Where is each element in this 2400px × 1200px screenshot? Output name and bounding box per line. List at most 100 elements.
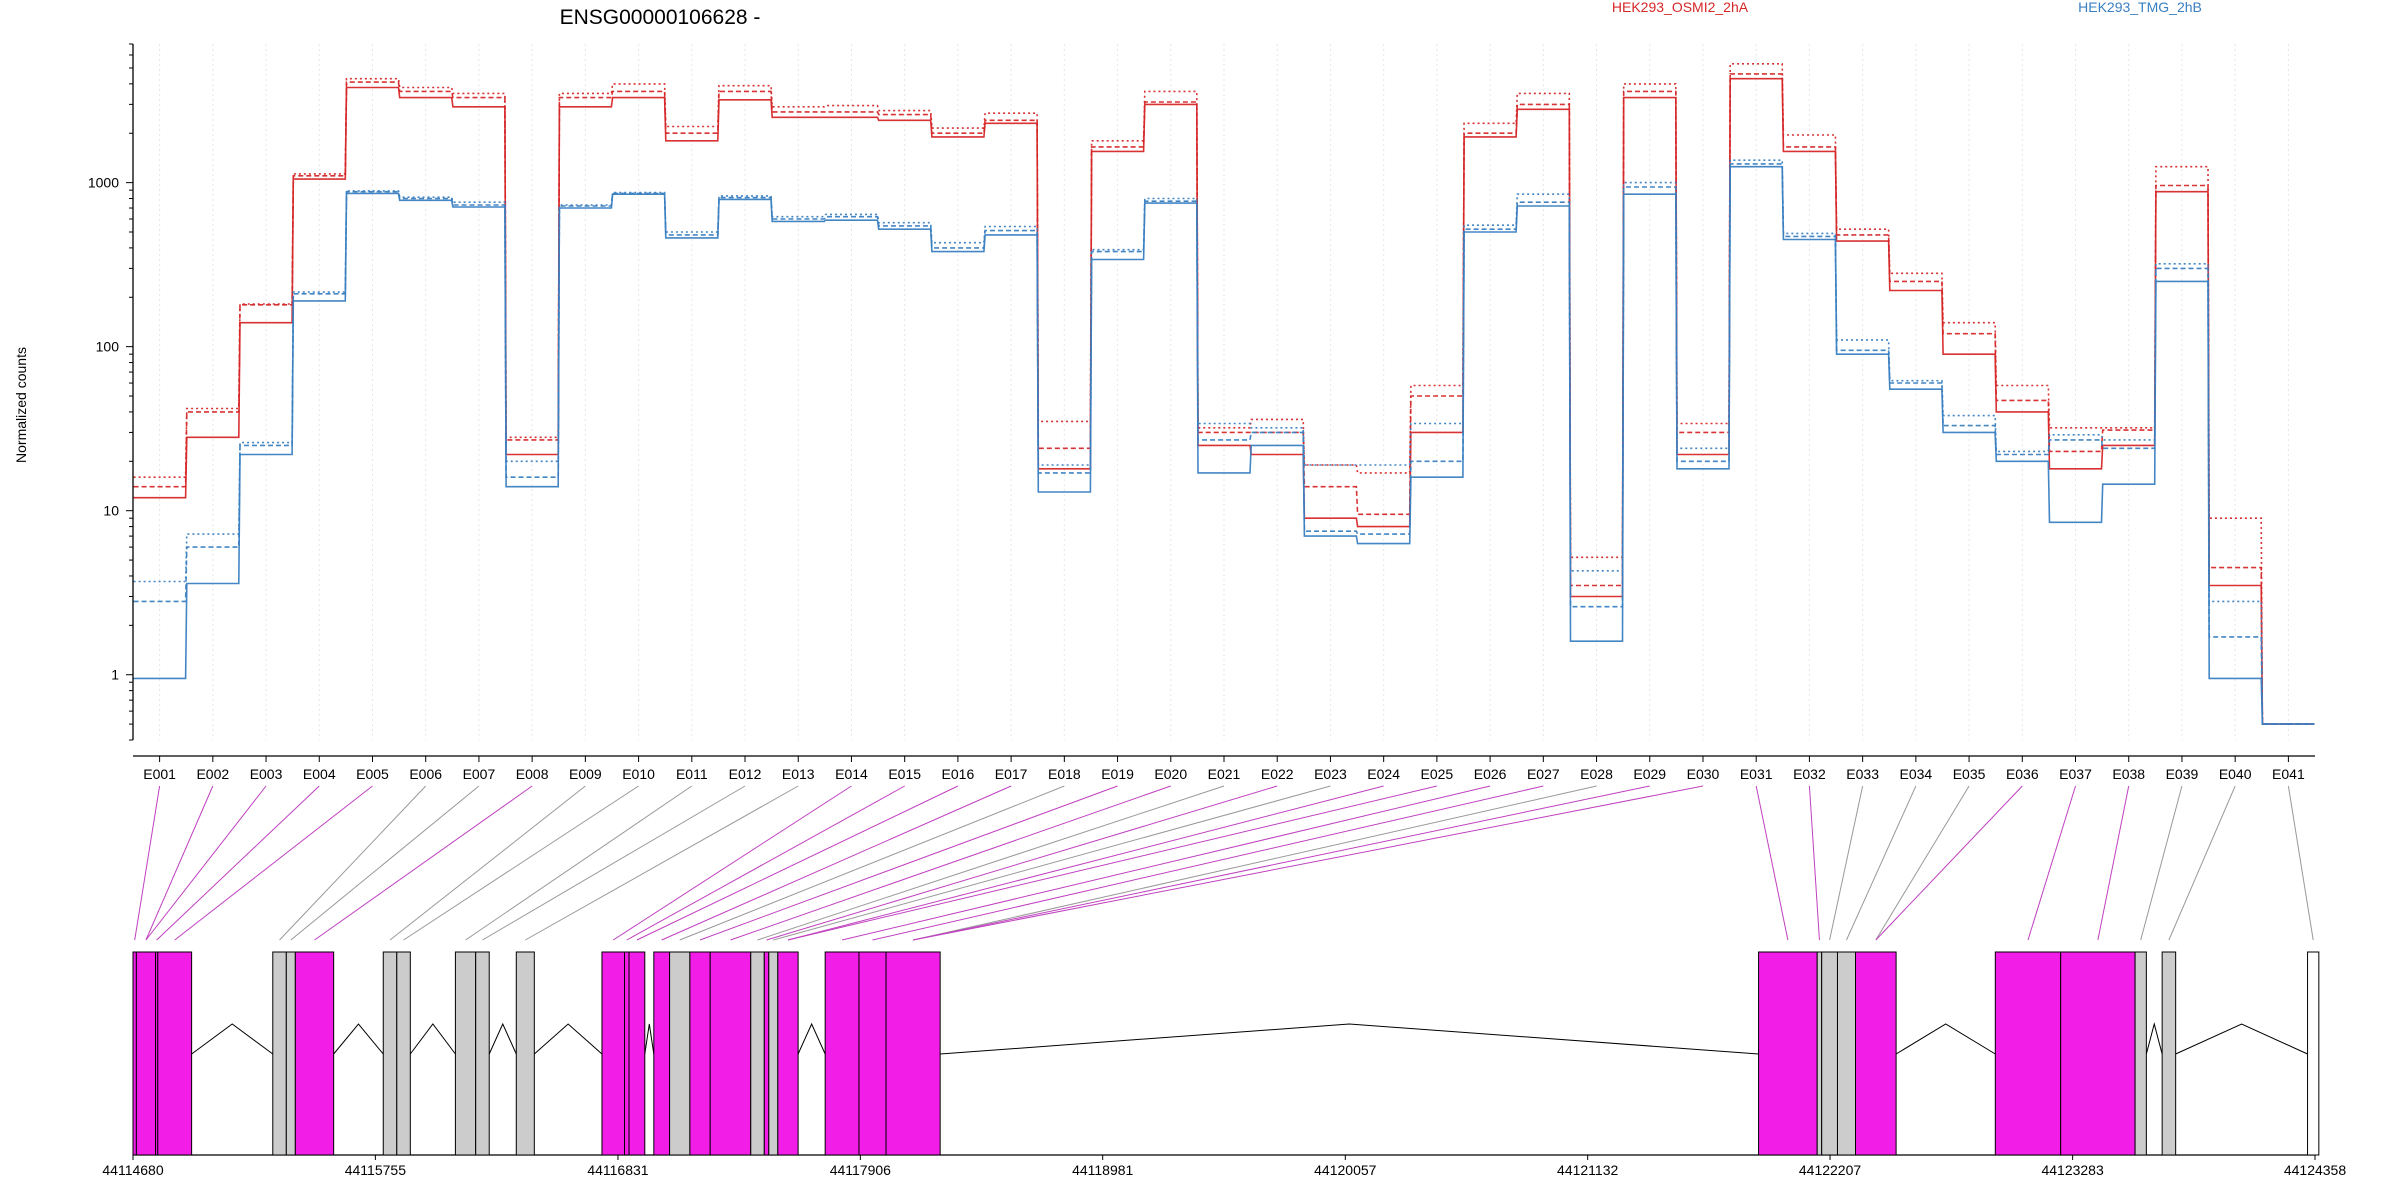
connector-E004	[156, 785, 320, 941]
coordinate-label: 44120057	[1314, 1162, 1377, 1178]
x-tick-label-E005: E005	[356, 766, 389, 782]
exon-E015	[628, 951, 646, 1156]
x-tick-label-E026: E026	[1474, 766, 1507, 782]
exon-E002	[135, 951, 157, 1156]
series-lines	[133, 63, 2315, 725]
exon-E025	[858, 951, 887, 1156]
exon-E012	[515, 951, 535, 1156]
exon-E006	[285, 951, 296, 1156]
y-axis-label: Normalized counts	[13, 347, 29, 463]
x-tick-label-E014: E014	[835, 766, 868, 782]
x-tick-label-E004: E004	[303, 766, 336, 782]
legend-label-osmi2: HEK293_OSMI2_2hA	[1612, 0, 1749, 15]
exon-E023	[777, 951, 799, 1156]
intron-line	[2175, 1023, 2308, 1055]
connector-E006	[279, 785, 427, 941]
connector-E013	[525, 785, 799, 941]
coordinate-label: 44116831	[587, 1162, 648, 1178]
y-tick-label: 100	[96, 339, 120, 355]
connector-E016	[636, 785, 959, 941]
series-line-osmi2-rep3	[133, 63, 2315, 725]
connector-E036	[1875, 785, 2023, 941]
connector-E001	[134, 785, 161, 941]
exon-E019	[709, 951, 752, 1156]
exon-E010	[454, 951, 477, 1156]
x-tick-label-E031: E031	[1740, 766, 1773, 782]
series-line-osmi2-rep2	[133, 73, 2315, 725]
legend-label-tmg: HEK293_TMG_2hB	[2078, 0, 2202, 15]
exon-E020	[750, 951, 765, 1156]
connector-E030	[912, 785, 1704, 941]
exon-E029	[1821, 951, 1838, 1156]
connector-E011	[465, 785, 693, 941]
x-tick-label-E037: E037	[2059, 766, 2092, 782]
x-tick-label-E011: E011	[676, 766, 708, 782]
connector-E029	[912, 785, 1650, 941]
intron-line	[333, 1023, 384, 1055]
x-tick-label-E020: E020	[1154, 766, 1187, 782]
x-tick-label-E032: E032	[1793, 766, 1826, 782]
intron-line	[409, 1023, 456, 1055]
x-tick-label-E021: E021	[1208, 766, 1241, 782]
exon-E027	[1758, 951, 1818, 1156]
intron-line	[1895, 1023, 1996, 1055]
exon-E017	[669, 951, 691, 1156]
exon-connectors	[134, 785, 2314, 941]
connector-E027	[872, 785, 1544, 941]
x-tick-label-E003: E003	[250, 766, 283, 782]
exon-E005	[272, 951, 287, 1156]
y-tick-label: 1000	[88, 175, 119, 191]
connector-E014	[612, 785, 852, 941]
coordinate-label: 44115755	[345, 1162, 406, 1178]
intron-line	[191, 1023, 274, 1055]
x-tick-label-E022: E022	[1261, 766, 1294, 782]
connector-E039	[2140, 785, 2183, 941]
connector-E022	[766, 785, 1278, 941]
connector-E037	[2027, 785, 2076, 941]
connector-E026	[841, 785, 1491, 941]
connector-E023	[773, 785, 1331, 941]
coordinate-label: 44124358	[2284, 1162, 2347, 1178]
x-tick-label-E036: E036	[2006, 766, 2039, 782]
coordinate-label: 44123283	[2041, 1162, 2104, 1178]
x-tick-label-E002: E002	[196, 766, 229, 782]
connector-E038	[2097, 785, 2130, 941]
x-tick-label-E010: E010	[622, 766, 655, 782]
x-tick-label-E040: E040	[2219, 766, 2252, 782]
connector-E012	[482, 785, 746, 941]
connector-E021	[757, 785, 1225, 941]
exon-E021	[763, 951, 770, 1156]
exon-E028	[1816, 951, 1823, 1156]
x-tick-label-E030: E030	[1687, 766, 1720, 782]
intron-line	[533, 1023, 603, 1055]
intron-line	[644, 1023, 655, 1055]
coordinate-label: 44118981	[1072, 1162, 1133, 1178]
x-tick-label-E041: E041	[2272, 766, 2305, 782]
connector-E032	[1808, 785, 1820, 941]
x-tick-label-E006: E006	[409, 766, 442, 782]
coordinate-label: 44117906	[830, 1162, 891, 1178]
x-tick-label-E008: E008	[516, 766, 549, 782]
exon-E026	[885, 951, 941, 1156]
exon-E001	[132, 951, 137, 1156]
axes: 1 10 100 1000 E001 E002 E003 E004 E005 E006 E007 E0…	[88, 43, 2315, 782]
connector-E017	[661, 785, 1012, 941]
x-tick-label-E035: E035	[1953, 766, 1986, 782]
gridlines	[159, 44, 2289, 740]
exon-E014	[624, 951, 630, 1156]
coordinate-label: 44114680	[102, 1162, 163, 1178]
series-line-tmg-rep3	[133, 159, 2315, 725]
exon-E032	[1994, 951, 2062, 1156]
connector-E018	[679, 785, 1065, 941]
y-tick-label: 1	[111, 667, 119, 683]
x-tick-label-E017: E017	[995, 766, 1028, 782]
intron-line	[488, 1022, 517, 1055]
connector-E003	[145, 785, 267, 941]
x-tick-label-E001: E001	[143, 766, 176, 782]
connector-E002	[145, 785, 214, 941]
connector-E020	[730, 785, 1171, 941]
x-tick-label-E012: E012	[729, 766, 762, 782]
exon-E031	[1855, 951, 1897, 1156]
connector-E024	[787, 785, 1384, 941]
